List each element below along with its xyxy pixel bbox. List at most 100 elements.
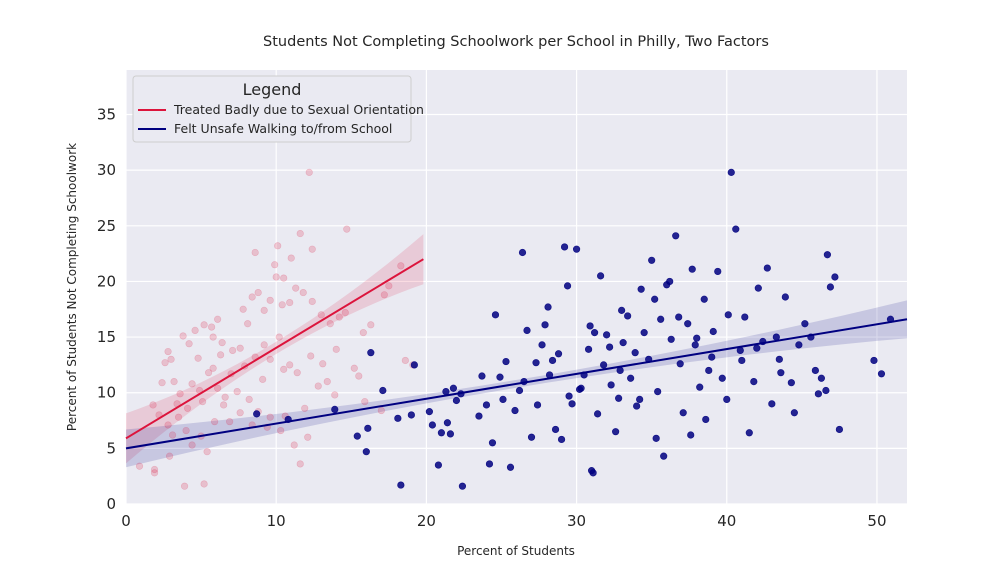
data-point [727, 168, 735, 176]
data-point [221, 393, 229, 401]
data-point [331, 405, 339, 414]
data-point [319, 360, 327, 368]
data-point [478, 372, 486, 380]
data-point [544, 303, 552, 311]
data-point [709, 327, 717, 336]
data-point [174, 413, 183, 421]
y-tick-label: 20 [97, 272, 116, 290]
data-point [443, 419, 452, 427]
data-point [287, 254, 295, 262]
data-point [286, 298, 294, 307]
data-point [211, 418, 219, 426]
data-point [355, 372, 363, 380]
data-point [326, 320, 334, 328]
data-point [708, 353, 716, 361]
x-tick-label: 40 [717, 512, 736, 530]
data-point [515, 386, 524, 395]
data-point [446, 430, 455, 438]
data-point [488, 439, 497, 447]
data-point [835, 425, 844, 434]
data-point [317, 311, 325, 319]
data-point [359, 329, 367, 337]
data-point [198, 398, 207, 406]
data-point [772, 333, 780, 341]
data-point [518, 248, 527, 257]
data-point [475, 412, 483, 420]
data-point [331, 391, 339, 399]
data-point [618, 306, 626, 314]
data-point [209, 333, 217, 341]
data-point [485, 460, 494, 468]
data-point [244, 320, 252, 328]
data-point [314, 382, 322, 390]
data-point [548, 356, 557, 365]
data-point [675, 313, 683, 321]
data-point [170, 377, 178, 386]
data-point [590, 329, 599, 337]
data-point [299, 288, 307, 297]
data-point [506, 463, 515, 471]
data-point [557, 435, 566, 444]
data-point [775, 355, 783, 363]
data-point [554, 350, 563, 358]
data-point [280, 274, 288, 282]
data-point [754, 284, 762, 292]
x-tick-label: 50 [867, 512, 886, 530]
data-point [176, 390, 184, 398]
data-point [397, 481, 405, 489]
data-point [367, 349, 375, 357]
data-point [397, 262, 405, 270]
y-tick-labels: 0 5 10 15 20 25 30 35 [97, 106, 116, 513]
y-tick-label: 25 [97, 217, 116, 235]
data-point [188, 441, 196, 449]
data-point [652, 434, 660, 442]
data-point [597, 272, 605, 280]
legend-box [132, 75, 412, 143]
data-point [801, 320, 809, 328]
data-point [449, 384, 458, 392]
data-point [768, 400, 776, 408]
data-point [612, 428, 620, 436]
data-point [323, 377, 331, 386]
data-point [188, 380, 196, 388]
data-point [353, 432, 361, 440]
data-point [666, 277, 674, 286]
data-point [233, 388, 241, 396]
legend-label-unsafe-walking: Felt Unsafe Walking to/from School [174, 121, 392, 136]
data-point [361, 398, 369, 406]
data-point [168, 431, 177, 439]
x-tick-label: 30 [567, 512, 586, 530]
data-point [584, 345, 593, 353]
data-point [272, 273, 280, 281]
data-point [688, 265, 696, 273]
data-point [679, 409, 687, 417]
data-point [290, 441, 298, 449]
x-tick-label: 20 [417, 512, 436, 530]
y-axis-label: Percent of Students Not Completing Schoo… [65, 143, 79, 431]
data-point [150, 465, 159, 474]
data-point [877, 370, 886, 378]
data-point [724, 311, 732, 319]
data-point [167, 355, 175, 363]
data-point [831, 273, 839, 281]
data-point [442, 388, 450, 396]
data-point [787, 379, 795, 387]
data-point [150, 469, 159, 477]
data-point [750, 377, 758, 386]
data-point [385, 282, 393, 290]
data-point [491, 311, 500, 319]
data-point [332, 345, 340, 353]
data-points [135, 168, 895, 490]
data-point [533, 401, 542, 409]
data-point [700, 295, 708, 303]
data-point [814, 390, 822, 398]
data-point [589, 469, 597, 477]
data-point [551, 425, 560, 434]
data-point [619, 339, 627, 347]
data-point [763, 264, 771, 272]
data-point [627, 374, 635, 382]
y-tick-label: 0 [106, 495, 116, 513]
data-point [275, 333, 283, 341]
y-tick-label: 5 [106, 439, 116, 457]
